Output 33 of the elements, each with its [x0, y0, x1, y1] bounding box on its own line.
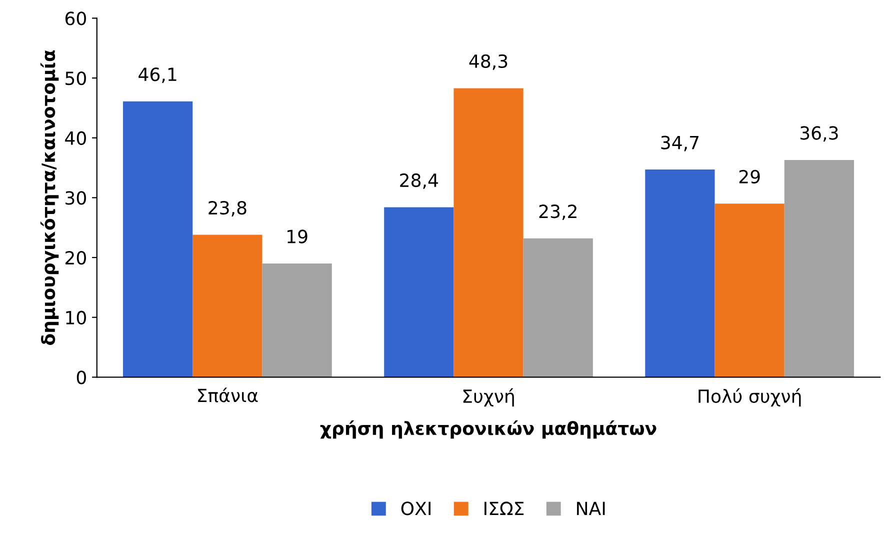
bar [123, 101, 193, 378]
bar [714, 204, 784, 378]
y-tick-label: 60 [65, 12, 86, 26]
data-label: 28,4 [400, 173, 438, 189]
x-tick-label: Σπάνια [198, 388, 258, 402]
bar [262, 263, 332, 378]
data-label: 19 [288, 230, 308, 244]
y-tick-label: 50 [66, 71, 86, 86]
y-tick-label: 30 [66, 191, 86, 205]
bar [523, 238, 593, 378]
x-axis-title: χρήση ηλεκτρονικών μαθημάτων [320, 420, 656, 439]
data-label: 29 [739, 170, 760, 184]
data-label: 23,8 [208, 200, 246, 216]
y-tick-label: 0 [76, 370, 86, 384]
data-label: 23,2 [539, 204, 576, 220]
data-label: 36,3 [800, 126, 838, 142]
legend-label: ΝΑΙ [577, 502, 605, 515]
y-tick-label: 10 [66, 310, 86, 324]
data-label: 48,3 [469, 54, 508, 70]
bar [784, 160, 854, 378]
x-tick-label: Πολύ συχνή [698, 388, 801, 406]
bar [645, 170, 715, 378]
bar [384, 207, 454, 378]
y-axis-title: δημιουργικότητα/καινοτομία [40, 50, 59, 345]
legend-label: ΟΧΙ [401, 502, 430, 516]
y-tick-label: 20 [66, 250, 86, 265]
x-tick-label: Συχνή [463, 388, 514, 406]
data-label: 46,1 [138, 68, 176, 84]
legend-label: ΙΣΩΣ [484, 502, 524, 515]
data-label: 34,7 [661, 136, 699, 152]
y-tick-label: 40 [65, 131, 86, 145]
bar [192, 234, 262, 378]
bar [454, 88, 524, 378]
